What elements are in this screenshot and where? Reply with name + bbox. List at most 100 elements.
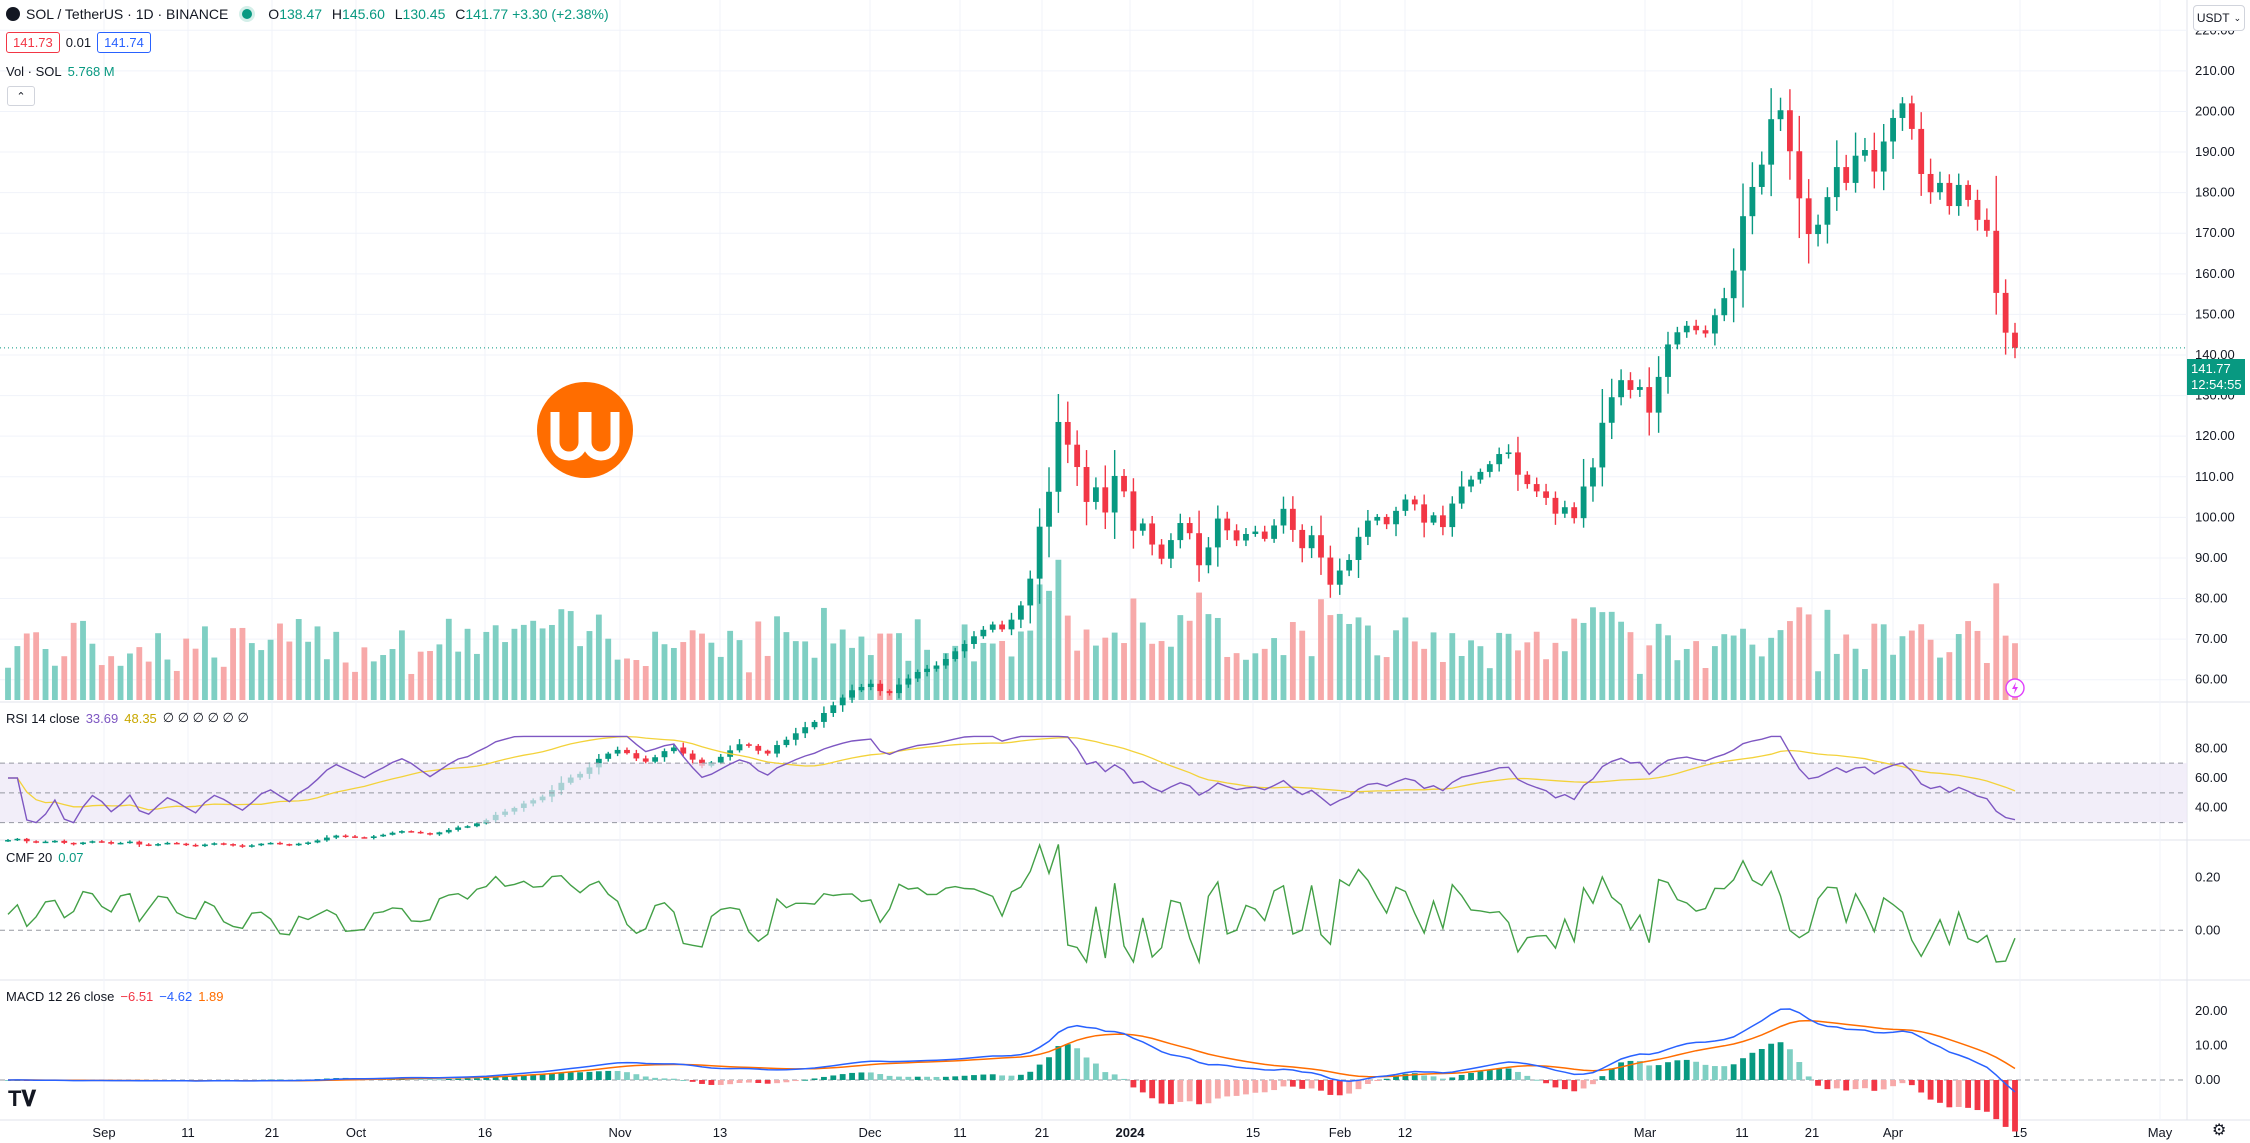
price-tick-label: 140.00 [2195, 347, 2235, 362]
macd-histogram-bar [1740, 1058, 1746, 1080]
macd-legend[interactable]: MACD 12 26 close −6.51 −4.62 1.89 [6, 989, 224, 1004]
market-open-dot-icon [242, 9, 253, 19]
volume-bar [1974, 630, 1981, 700]
candle-body [164, 842, 171, 845]
candle-body [1224, 518, 1231, 531]
sell-button[interactable]: 141.73 [6, 32, 60, 53]
macd-histogram-bar [989, 1074, 996, 1080]
macd-histogram-bar [924, 1076, 931, 1080]
volume-bar [370, 661, 377, 700]
macd-histogram-bar [1383, 1078, 1390, 1080]
volume-bar [1768, 637, 1775, 700]
macd-histogram-bar [1177, 1080, 1184, 1102]
volume-bar [1158, 641, 1165, 700]
rsi-legend[interactable]: RSI 14 close 33.69 48.35 ∅ ∅ ∅ ∅ ∅ ∅ [6, 710, 249, 726]
volume-bar [652, 631, 659, 700]
volume-bar [1515, 650, 1521, 700]
candle-body [155, 844, 161, 846]
macd-histogram-bar [1430, 1076, 1437, 1080]
volume-bar [1993, 583, 2000, 700]
macd-histogram-bar [821, 1076, 827, 1080]
buy-button[interactable]: 141.74 [97, 32, 151, 53]
volume-bar [286, 641, 293, 700]
macd-histogram-bar [971, 1075, 977, 1080]
candle-body [1505, 452, 1512, 455]
price-tick-label: 60.00 [2195, 672, 2228, 687]
volume-bar [1871, 623, 1878, 700]
macd-histogram-bar [1411, 1073, 1418, 1080]
volume-bar [89, 643, 96, 700]
candle-body [1111, 475, 1118, 513]
volume-bar [549, 624, 555, 700]
rsi-tick-label: 40.00 [2195, 800, 2228, 815]
candle-body [80, 842, 86, 845]
macd-histogram-bar [792, 1080, 799, 1082]
volume-bar [1674, 660, 1681, 700]
volume-bar [1599, 612, 1606, 700]
volume-bar [661, 644, 668, 700]
cmf-legend[interactable]: CMF 20 0.07 [6, 850, 84, 865]
volume-bar [1308, 656, 1315, 700]
candle-body [1890, 117, 1896, 142]
candle-body [1937, 182, 1943, 193]
volume-bar [70, 622, 77, 700]
volume-bar [1608, 611, 1615, 700]
candle-body [1561, 507, 1568, 514]
candle-body [1721, 298, 1728, 316]
macd-histogram-bar [1393, 1076, 1399, 1080]
volume-bar [764, 655, 771, 700]
macd-histogram-bar [1374, 1080, 1381, 1081]
price-tick-label: 170.00 [2195, 225, 2235, 240]
volume-bar [202, 626, 208, 700]
macd-histogram-bar [1327, 1080, 1334, 1095]
macd-histogram-bar [1552, 1080, 1559, 1088]
candle-body [202, 844, 208, 847]
candle-body [1477, 471, 1484, 480]
macd-histogram-bar [1421, 1075, 1428, 1080]
candle-body [1430, 515, 1437, 523]
volume-bar [1843, 634, 1850, 700]
volume-bar [1946, 652, 1953, 700]
candle-body [23, 838, 30, 842]
candle-body [1008, 619, 1015, 630]
currency-selector[interactable]: USDT ⌄ [2193, 5, 2245, 31]
price-tick-label: 200.00 [2195, 103, 2235, 118]
volume-bar [1092, 645, 1099, 700]
volume-bar [483, 631, 490, 700]
candle-body [1440, 515, 1446, 528]
volume-bar [605, 638, 612, 700]
collapse-legend-button[interactable]: ⌃ [7, 86, 35, 106]
candle-body [1468, 479, 1474, 487]
volume-bar [1430, 632, 1437, 700]
rsi-ma-line [8, 735, 2016, 811]
time-tick-label: 21 [265, 1125, 279, 1140]
symbol-legend[interactable]: SOL / TetherUS · 1D · BINANCE O138.47 H1… [6, 6, 609, 22]
price-tick-label: 190.00 [2195, 144, 2235, 159]
volume-bar [1271, 638, 1278, 700]
volume-bar [305, 641, 312, 700]
macd-histogram-bar [1224, 1080, 1231, 1097]
volume-bar [1505, 633, 1512, 700]
volume-legend[interactable]: Vol · SOL 5.768 M [6, 64, 115, 79]
volume-bar [117, 665, 124, 700]
candle-body [624, 749, 630, 754]
macd-histogram-bar [1730, 1064, 1737, 1080]
macd-histogram-bar [511, 1075, 518, 1080]
candle-body [1674, 332, 1681, 345]
tradingview-logo[interactable]: T𝐕 [8, 1086, 37, 1111]
candle-body [1683, 325, 1690, 333]
volume-bar [230, 628, 236, 700]
candle-body [1871, 150, 1878, 172]
gear-icon[interactable]: ⚙ [2212, 1122, 2227, 1139]
macd-histogram-bar [1646, 1065, 1653, 1080]
candle-body [1899, 103, 1906, 118]
macd-histogram-bar [699, 1080, 705, 1084]
candle-body [839, 697, 846, 706]
candle-body [1843, 167, 1850, 183]
volume-bars [5, 559, 2018, 700]
symbol-title[interactable]: SOL / TetherUS · 1D · BINANCE [26, 6, 229, 22]
macd-histogram-bar [1955, 1080, 1962, 1107]
candle-body [239, 845, 246, 847]
candle-body [605, 753, 612, 759]
